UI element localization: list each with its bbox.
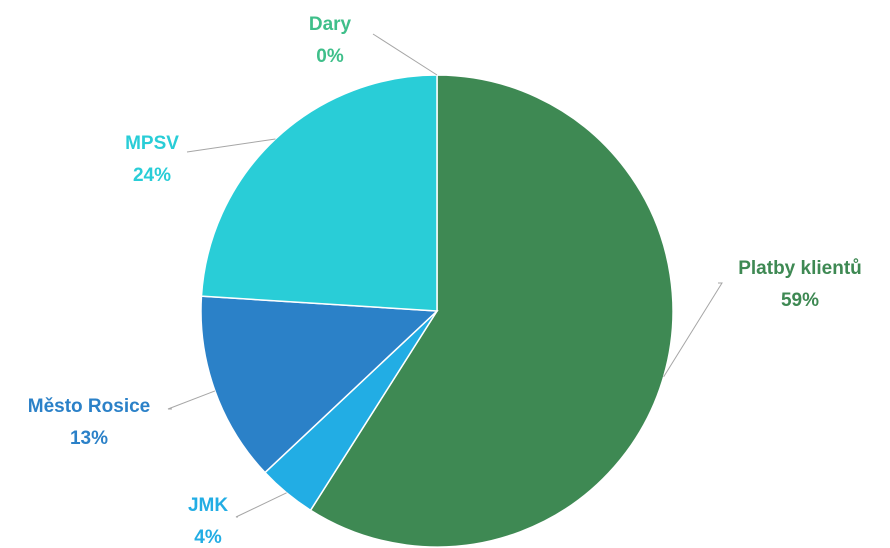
slice-category-label-mesto-rosice: Město Rosice [28, 396, 150, 417]
pie-slice-platby-klientu [309, 74, 674, 548]
pie-slice-mpsv [200, 74, 438, 312]
slice-category-label-platby-klientu: Platby klientů [738, 258, 862, 279]
slice-category-label-dary: Dary [309, 14, 352, 35]
leader-lines [167, 33, 723, 518]
slice-category-label-jmk: JMK [188, 495, 228, 516]
leader-line-mpsv [186, 138, 276, 153]
leader-line-platby-klientu [663, 282, 723, 378]
leader-line-mesto-rosice [167, 390, 216, 410]
leader-line-jmk [235, 492, 287, 518]
pie-slice-mesto-rosice [200, 295, 439, 474]
slice-value-label-dary: 0% [316, 46, 344, 67]
slice-labels: Platby klientů 59% JMK 4% Město Rosice 13% MPS… [28, 14, 862, 548]
slice-value-label-platby-klientu: 59% [781, 290, 819, 311]
leader-line-dary [372, 33, 438, 76]
slice-value-label-mpsv: 24% [133, 165, 171, 186]
slice-value-label-mesto-rosice: 13% [70, 428, 108, 449]
slice-value-label-jmk: 4% [194, 527, 222, 548]
pie-slices [200, 74, 674, 548]
slice-category-label-mpsv: MPSV [125, 133, 179, 154]
